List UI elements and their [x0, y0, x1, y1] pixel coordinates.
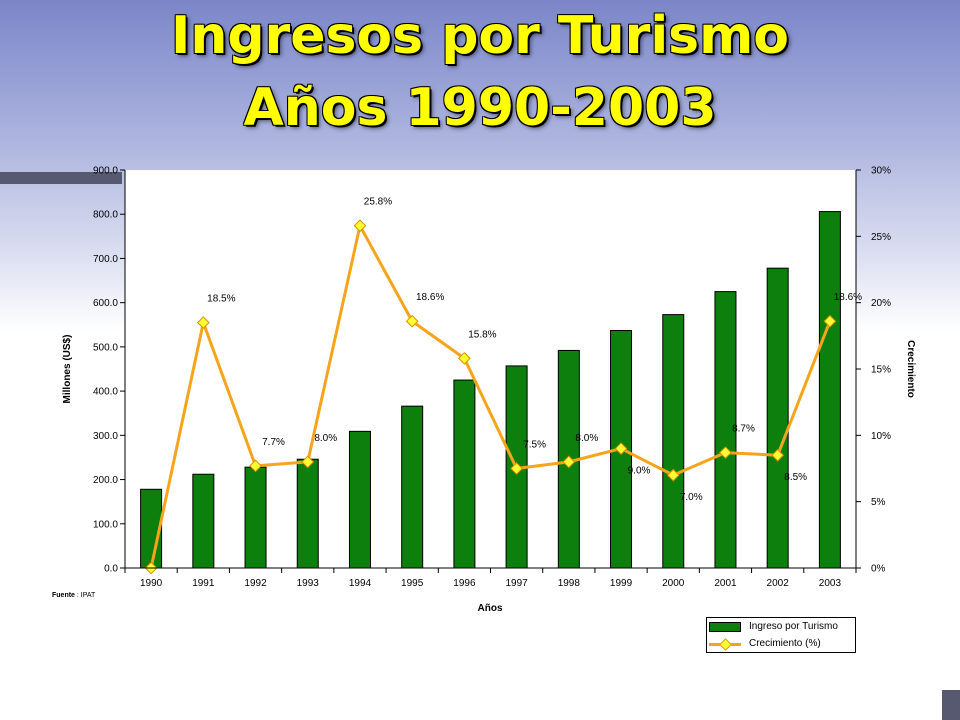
- data-label-2001: 8.7%: [732, 424, 755, 435]
- x-tick-label-1990: 1990: [140, 578, 163, 589]
- growth-point-1992: [249, 459, 262, 473]
- growth-point-2003: [823, 314, 837, 328]
- y-tick-label: 200.0: [93, 475, 118, 486]
- x-tick-label-1998: 1998: [558, 578, 581, 589]
- growth-point-1993: [301, 455, 315, 469]
- y2-tick-label: 25%: [871, 232, 891, 243]
- legend-bar-swatch: [709, 622, 741, 632]
- x-tick-label-1994: 1994: [349, 578, 372, 589]
- growth-point-2002: [771, 448, 785, 462]
- y-tick-label: 800.0: [93, 210, 118, 221]
- growth-point-1997: [510, 462, 523, 475]
- y-tick-label: 900.0: [93, 166, 118, 177]
- y-tick-label: 700.0: [93, 254, 118, 265]
- growth-point-2001: [719, 446, 732, 459]
- x-tick-label-2002: 2002: [767, 578, 790, 589]
- growth-point-1991: [196, 316, 210, 329]
- legend-item-line: Crecimiento (%): [707, 636, 857, 652]
- data-label-1997: 7.5%: [523, 440, 546, 451]
- y2-axis-title: Crecimiento: [905, 340, 916, 398]
- plot-area: [125, 170, 856, 568]
- y-tick-label: 300.0: [93, 431, 118, 442]
- decorative-corner: [942, 690, 960, 720]
- bar-1993: [296, 458, 319, 569]
- bar-2002: [766, 267, 789, 569]
- growth-line: [149, 224, 832, 569]
- y-tick-label: 600.0: [93, 298, 118, 309]
- bar-2000: [662, 314, 685, 569]
- legend: Ingreso por Turismo Crecimiento (%): [706, 617, 856, 653]
- x-tick-label-2000: 2000: [662, 578, 685, 589]
- x-tick-label-2003: 2003: [819, 578, 842, 589]
- data-label-1996: 15.8%: [468, 329, 496, 340]
- data-label-1998: 8.0%: [575, 433, 598, 444]
- data-label-1992: 7.7%: [262, 437, 285, 448]
- y2-tick-label: 20%: [871, 298, 891, 309]
- bar-1994: [348, 430, 371, 569]
- bar-2003: [818, 211, 841, 569]
- y-axis-title: Millones (US$): [62, 335, 73, 404]
- y-tick-label: 400.0: [93, 387, 118, 398]
- legend-label-line: Crecimiento (%): [749, 638, 821, 649]
- data-label-1994: 25.8%: [364, 197, 392, 208]
- x-tick-label-1996: 1996: [453, 578, 476, 589]
- data-labels: 18.5% 7.7% 8.0% 25.8% 18.6% 15.8% 7.5% 8.0% 9.0%…: [207, 197, 862, 503]
- axes: 0.0 100.0 200.0 300.0 400.0 500.0 600.0 700.0 80…: [93, 166, 891, 590]
- data-label-2003: 18.6%: [834, 292, 862, 303]
- bar-1995: [401, 405, 424, 569]
- growth-point-1999: [614, 442, 628, 455]
- growth-point-1995: [405, 314, 419, 328]
- x-axis-title: Años: [478, 603, 503, 614]
- growth-point-1996: [458, 352, 471, 365]
- legend-line-swatch: [709, 643, 741, 646]
- y2-tick-label: 30%: [871, 166, 891, 177]
- slide-title-line2: Años 1990-2003: [243, 78, 717, 138]
- y-tick-label: 100.0: [93, 519, 118, 530]
- bar-1992: [244, 466, 267, 569]
- growth-point-2000: [666, 468, 680, 482]
- x-tick-label-2001: 2001: [714, 578, 737, 589]
- data-label-1993: 8.0%: [314, 433, 337, 444]
- x-tick-label-1999: 1999: [610, 578, 633, 589]
- growth-point-1998: [562, 455, 576, 469]
- y2-tick-label: 5%: [871, 497, 886, 508]
- data-label-1995: 18.6%: [416, 292, 444, 303]
- x-tick-label-1997: 1997: [505, 578, 528, 589]
- bar-1991: [192, 473, 215, 569]
- source-note: Fuente : IPAT: [52, 592, 95, 599]
- legend-label-bar: Ingreso por Turismo: [749, 621, 838, 632]
- x-tick-label-1993: 1993: [297, 578, 320, 589]
- source-value: : IPAT: [76, 592, 96, 599]
- x-tick-label-1992: 1992: [244, 578, 267, 589]
- data-label-2002: 8.5%: [784, 472, 807, 483]
- y-tick-label: 0.0: [104, 564, 118, 575]
- x-tick-label-1995: 1995: [401, 578, 424, 589]
- data-label-1999: 9.0%: [628, 466, 651, 477]
- y-tick-label: 500.0: [93, 342, 118, 353]
- y2-tick-label: 10%: [871, 431, 891, 442]
- legend-item-bar: Ingreso por Turismo: [707, 619, 857, 635]
- line-series: [144, 219, 837, 575]
- data-label-2000: 7.0%: [680, 492, 703, 503]
- bar-1996: [453, 379, 476, 569]
- y2-tick-label: 15%: [871, 365, 891, 376]
- x-tick-label-1991: 1991: [192, 578, 215, 589]
- y2-tick-label: 0%: [871, 564, 886, 575]
- decorative-band: [0, 172, 122, 184]
- data-label-1991: 18.5%: [207, 294, 235, 305]
- source-label: Fuente: [52, 592, 75, 599]
- growth-point-1994: [353, 219, 367, 233]
- slide-title-line1: Ingresos por Turismo: [170, 6, 790, 66]
